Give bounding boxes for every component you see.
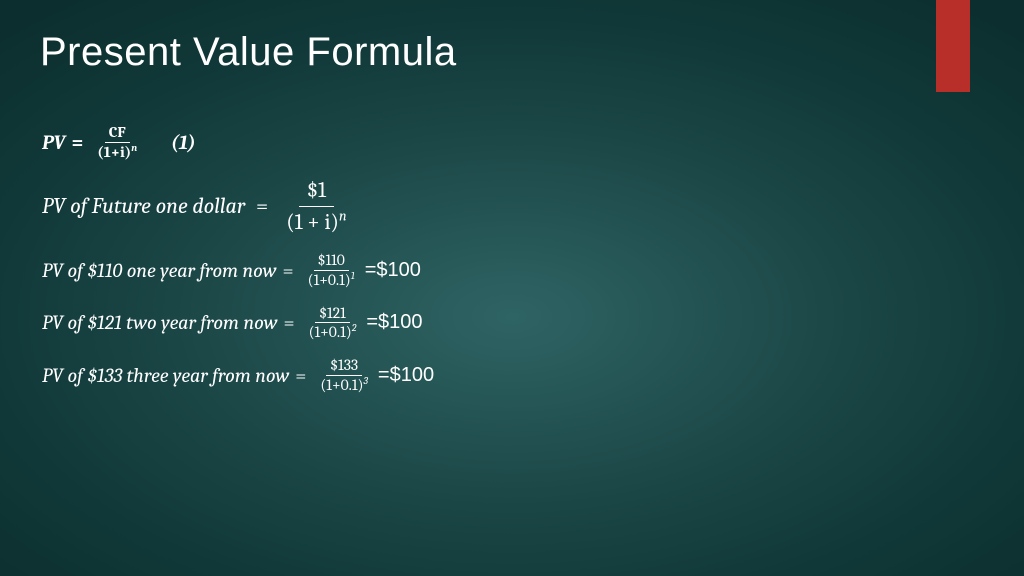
fraction-denominator: (1+i)n xyxy=(93,143,141,162)
slide-content: PV = CF (1+i)n (1) PV of Future one doll… xyxy=(40,123,984,394)
fraction-numerator: $121 xyxy=(315,304,350,324)
line-result: =$100 xyxy=(365,259,421,282)
fraction-denominator: (1+0.1)2 xyxy=(305,323,361,342)
line-fraction: $121 (1+0.1)2 xyxy=(305,304,361,342)
line-lhs: PV of $110 one year from now xyxy=(42,259,277,282)
line-result: =$100 xyxy=(378,364,434,387)
formula-lhs: PV xyxy=(42,131,65,154)
line-result: =$100 xyxy=(366,311,422,334)
fraction-numerator: $133 xyxy=(326,356,362,376)
fraction-denominator: (1+0.1)1 xyxy=(304,271,359,290)
slide: Present Value Formula PV = CF (1+i)n (1)… xyxy=(0,0,1024,576)
line-lhs: PV of $121 two year from now xyxy=(42,311,277,334)
line-lhs: PV of Future one dollar xyxy=(42,193,250,219)
equals-sign: = xyxy=(295,364,306,387)
example-line-2: PV of $110 one year from now = $110 (1+0… xyxy=(42,251,984,289)
example-line-4: PV of $133 three year from now = $133 (1… xyxy=(42,356,984,394)
equation-tag: (1) xyxy=(171,131,196,154)
equals-sign: = xyxy=(283,311,294,334)
formula-fraction: CF (1+i)n xyxy=(93,123,141,161)
line-fraction: $110 (1+0.1)1 xyxy=(304,251,359,289)
equals-sign: = xyxy=(283,259,294,282)
fraction-denominator: (1+0.1)3 xyxy=(316,376,372,395)
example-line-1: PV of Future one dollar = $1 (1 + i)n xyxy=(42,175,984,237)
fraction-numerator: $1 xyxy=(299,175,334,206)
fraction-numerator: $110 xyxy=(314,251,349,271)
page-title: Present Value Formula xyxy=(40,30,984,75)
line-fraction: $1 (1 + i)n xyxy=(278,175,354,237)
equals-sign: = xyxy=(71,131,83,154)
accent-bar xyxy=(936,0,970,92)
formula-main: PV = CF (1+i)n (1) xyxy=(42,123,984,161)
fraction-numerator: CF xyxy=(105,123,130,143)
equals-sign: = xyxy=(256,193,268,219)
fraction-denominator: (1 + i)n xyxy=(278,207,354,237)
line-fraction: $133 (1+0.1)3 xyxy=(316,356,372,394)
example-line-3: PV of $121 two year from now = $121 (1+0… xyxy=(42,304,984,342)
line-lhs: PV of $133 three year from now xyxy=(42,364,289,387)
